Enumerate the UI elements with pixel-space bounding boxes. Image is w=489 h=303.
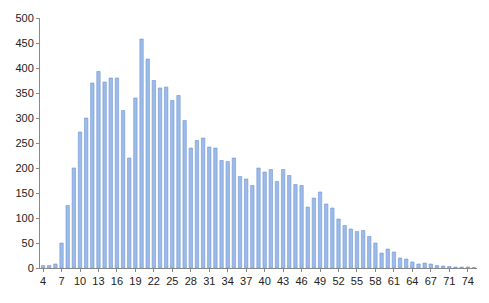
svg-text:300: 300 <box>15 112 33 124</box>
svg-text:10: 10 <box>74 275 86 287</box>
svg-text:52: 52 <box>332 275 344 287</box>
svg-text:400: 400 <box>15 62 33 74</box>
svg-text:31: 31 <box>203 275 215 287</box>
svg-text:43: 43 <box>277 275 289 287</box>
svg-text:74: 74 <box>462 275 474 287</box>
svg-text:71: 71 <box>443 275 455 287</box>
svg-text:0: 0 <box>28 262 34 274</box>
svg-text:25: 25 <box>166 275 178 287</box>
svg-text:7: 7 <box>58 275 64 287</box>
svg-text:4: 4 <box>40 275 46 287</box>
svg-text:28: 28 <box>185 275 197 287</box>
svg-text:40: 40 <box>259 275 271 287</box>
svg-text:100: 100 <box>15 212 33 224</box>
svg-text:250: 250 <box>15 137 33 149</box>
svg-text:49: 49 <box>314 275 326 287</box>
svg-text:58: 58 <box>369 275 381 287</box>
svg-text:34: 34 <box>222 275 234 287</box>
svg-text:64: 64 <box>406 275 418 287</box>
svg-text:19: 19 <box>129 275 141 287</box>
svg-text:37: 37 <box>240 275 252 287</box>
svg-text:67: 67 <box>425 275 437 287</box>
svg-text:500: 500 <box>15 12 33 24</box>
svg-text:46: 46 <box>295 275 307 287</box>
svg-text:16: 16 <box>111 275 123 287</box>
svg-text:50: 50 <box>22 237 34 249</box>
svg-text:200: 200 <box>15 162 33 174</box>
svg-text:350: 350 <box>15 87 33 99</box>
svg-text:13: 13 <box>92 275 104 287</box>
svg-text:450: 450 <box>15 37 33 49</box>
svg-text:22: 22 <box>148 275 160 287</box>
svg-text:61: 61 <box>388 275 400 287</box>
svg-text:150: 150 <box>15 187 33 199</box>
svg-text:55: 55 <box>351 275 363 287</box>
